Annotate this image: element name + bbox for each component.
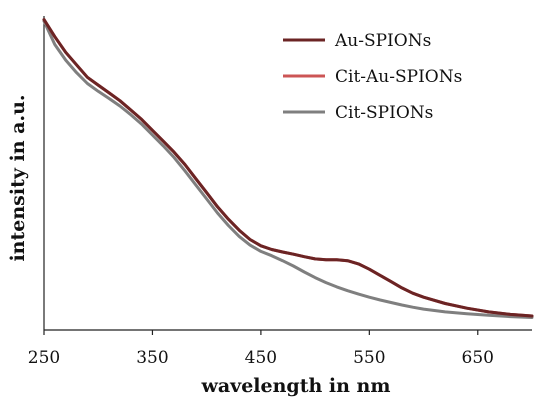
x-ticks: 250 350 450 550 650 (28, 330, 494, 368)
legend-label: Cit-SPIONs (335, 103, 433, 123)
x-tick-label: 450 (245, 348, 277, 368)
series-line-cit-spions (42, 19, 534, 319)
legend-label: Cit-Au-SPIONs (335, 67, 462, 87)
legend-label: Au-SPIONs (334, 31, 431, 51)
plot-area: 250 350 450 550 650 (28, 16, 534, 368)
x-tick-label: 250 (28, 348, 60, 368)
series-line-au-spions (42, 18, 534, 318)
series-line-cit-au-spions (42, 18, 534, 318)
x-tick-label: 650 (462, 348, 494, 368)
series-group (42, 18, 534, 319)
legend: Au-SPIONs Cit-Au-SPIONs Cit-SPIONs (283, 31, 462, 123)
x-tick-label: 550 (353, 348, 385, 368)
x-axis-title: wavelength in nm (201, 375, 391, 397)
y-axis-title: intensity in a.u. (7, 94, 29, 261)
x-tick-label: 350 (136, 348, 168, 368)
